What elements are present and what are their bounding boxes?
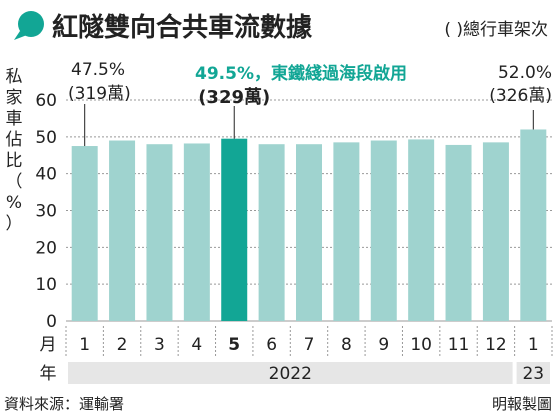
annotation-pct: 52.0% (498, 63, 552, 83)
bar (109, 140, 136, 321)
bar-series (71, 129, 547, 321)
y-axis-title-char: 比 (6, 151, 23, 171)
annotation-pct: 47.5% (71, 60, 125, 80)
bar (520, 129, 547, 321)
x-tick-label: 9 (378, 335, 389, 355)
annotation-count: (326萬) (489, 86, 552, 106)
y-tick-labels: 0 10 20 30 40 50 60 (35, 91, 57, 332)
y-axis-title-char: 私 (6, 67, 23, 87)
y-axis-title-char: （ (6, 172, 23, 192)
total-trips-note: ( )總行車架次 (444, 20, 548, 40)
annotation-headline: 49.5%，東鐵綫過海段啟用 (195, 63, 407, 84)
bar (482, 142, 509, 321)
y-axis-title-char: 家 (6, 88, 23, 108)
annotations: 47.5% (319萬) 49.5%，東鐵綫過海段啟用 (329萬) 52.0% (326… (68, 60, 552, 147)
y-tick-label: 10 (35, 275, 57, 295)
x-tick-label: 4 (191, 335, 202, 355)
annotation-event: ，東鐵綫過海段啟用 (254, 63, 407, 84)
bar (370, 140, 397, 321)
chart-footer: 資料來源：運輸署 明報製圖 (4, 395, 552, 413)
year-row-label: 年 (40, 364, 57, 384)
title-bubble-tail-icon (14, 31, 27, 40)
y-tick-label: 30 (35, 202, 57, 222)
x-tick-label: 11 (448, 335, 470, 355)
chart-title: 紅隧雙向合共車流數據 (52, 12, 313, 43)
x-tick-label: 1 (79, 335, 90, 355)
x-tick-label: 7 (304, 335, 315, 355)
source-note: 資料來源：運輸署 (4, 395, 124, 413)
bar-highlight (221, 138, 248, 321)
y-axis-title-char: ） (6, 214, 23, 234)
credit-note: 明報製圖 (492, 395, 552, 413)
y-axis-title-char: 車 (6, 109, 23, 129)
y-tick-label: 60 (35, 91, 57, 111)
x-tick-label: 6 (266, 335, 277, 355)
bar (408, 139, 435, 321)
x-tick-label: 8 (341, 335, 352, 355)
annotation-count: (319萬) (68, 84, 131, 104)
x-tick-label: 12 (485, 335, 507, 355)
y-tick-label: 20 (35, 238, 57, 258)
chart-header: 紅隧雙向合共車流數據 ( )總行車架次 (14, 11, 548, 43)
x-tick-label: 1 (528, 335, 539, 355)
bar (183, 143, 210, 321)
title-bubble-icon (18, 11, 44, 37)
x-tick-label: 3 (154, 335, 165, 355)
y-tick-label: 50 (35, 128, 57, 148)
x-tick-label-highlight: 5 (228, 335, 240, 355)
bar (146, 144, 173, 321)
y-axis-title-char: 佔 (6, 130, 23, 150)
y-tick-label: 40 (35, 165, 57, 185)
year-band (516, 362, 550, 384)
annotation-pct: 49.5% (195, 64, 254, 84)
x-tick-label: 10 (410, 335, 432, 355)
y-axis-title-char: % (6, 193, 22, 213)
year-label: 23 (522, 364, 544, 384)
bar (333, 142, 360, 321)
year-label: 2022 (269, 364, 312, 384)
month-row-label: 月 (40, 335, 57, 355)
y-tick-label: 0 (46, 312, 57, 332)
annotation-count: (329萬) (198, 87, 270, 108)
bar (445, 144, 472, 321)
bar (296, 144, 322, 321)
year-band (68, 362, 513, 384)
bar (258, 144, 285, 321)
x-tick-label: 2 (117, 335, 128, 355)
bar (71, 146, 98, 321)
